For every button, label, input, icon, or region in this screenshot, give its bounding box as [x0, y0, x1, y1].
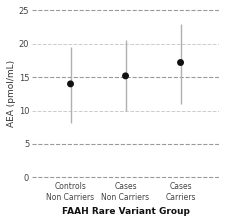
- Point: [123, 74, 127, 78]
- Y-axis label: AEA (pmol/mL): AEA (pmol/mL): [7, 60, 16, 127]
- Point: [68, 82, 72, 86]
- Point: [178, 61, 182, 64]
- X-axis label: FAAH Rare Variant Group: FAAH Rare Variant Group: [61, 207, 189, 216]
